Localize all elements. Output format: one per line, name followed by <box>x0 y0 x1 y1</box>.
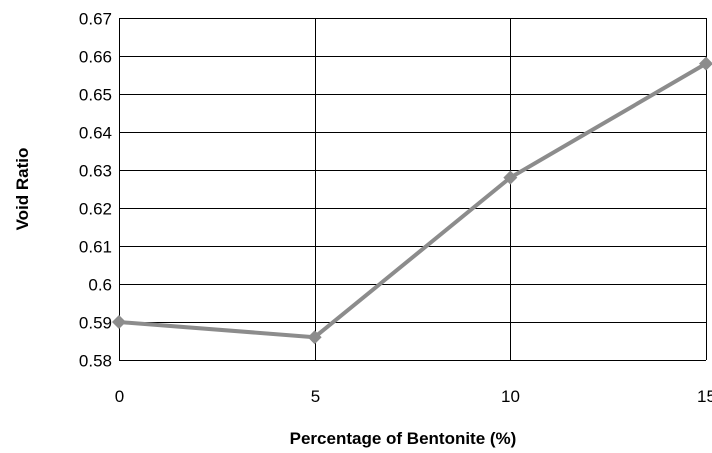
gridlines <box>119 18 707 361</box>
series-line <box>117 61 708 340</box>
x-tick-label: 10 <box>501 387 520 406</box>
y-tick-label: 0.66 <box>79 48 112 67</box>
y-tick-label: 0.58 <box>79 352 112 371</box>
tick-labels: 0.58 0.59 0.6 0.61 0.62 0.63 0.64 0.65 0.66 0.67 0… <box>79 10 712 407</box>
y-tick-label: 0.65 <box>79 86 112 105</box>
data-point-marker <box>112 315 126 329</box>
y-tick-label: 0.59 <box>79 314 112 333</box>
y-axis-title: Void Ratio <box>13 148 32 231</box>
data-point-marker <box>699 56 712 71</box>
y-tick-label: 0.61 <box>79 238 112 257</box>
x-tick-label: 5 <box>311 387 320 406</box>
x-axis-title: Percentage of Bentonite (%) <box>290 429 517 448</box>
y-tick-label: 0.6 <box>88 276 112 295</box>
y-tick-label: 0.62 <box>79 200 112 219</box>
y-tick-label: 0.67 <box>79 10 112 29</box>
x-tick-label: 15 <box>697 387 712 406</box>
data-point-marker <box>503 170 518 185</box>
x-tick-label: 0 <box>115 387 124 406</box>
series-layer <box>112 56 712 345</box>
y-tick-label: 0.63 <box>79 162 112 181</box>
data-point-marker <box>307 330 322 345</box>
y-tick-label: 0.64 <box>79 124 112 143</box>
